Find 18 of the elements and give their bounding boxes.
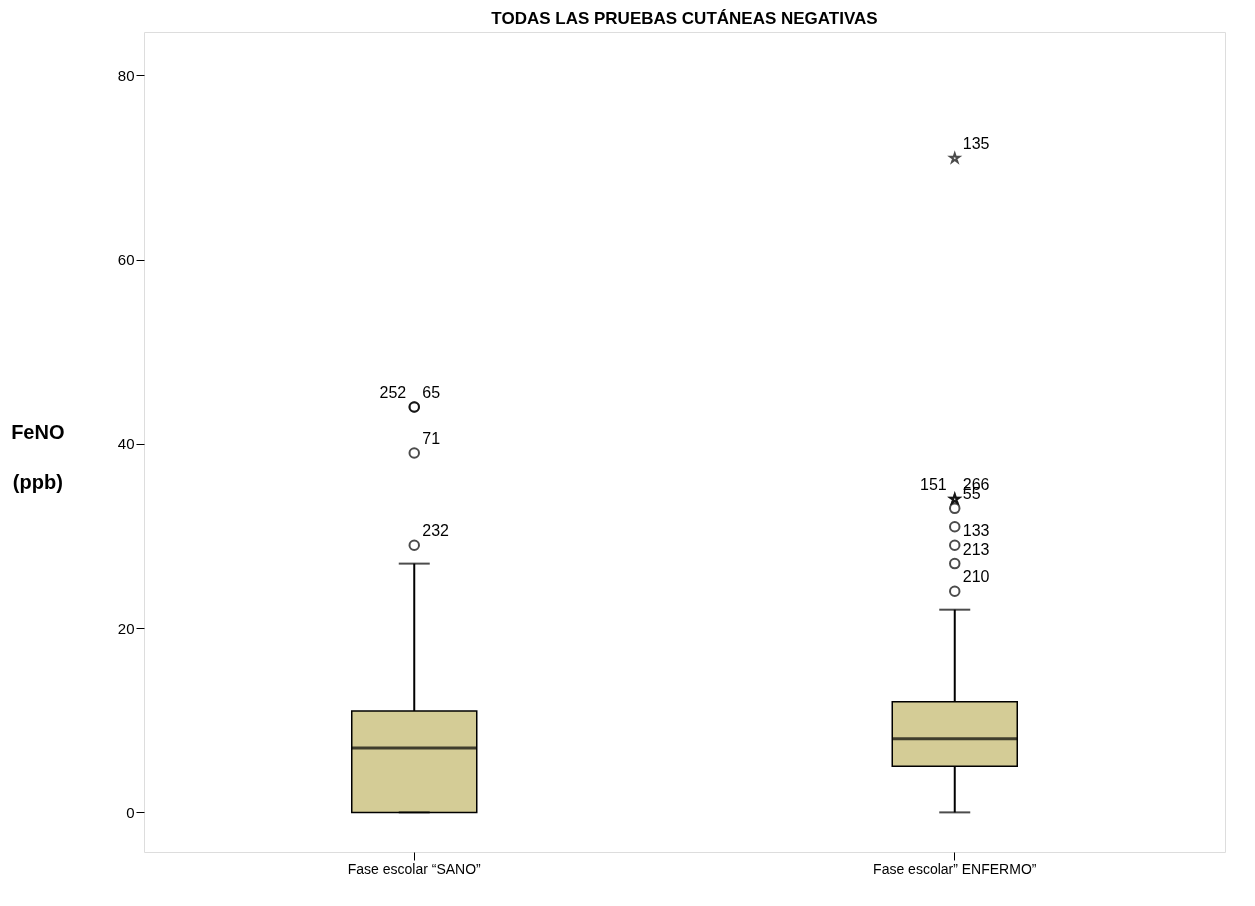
annotation: 65 <box>422 383 441 401</box>
text: FeNO (ppb) <box>11 420 65 493</box>
y-tick-label: 20 <box>117 619 135 637</box>
chart-title: TODAS LAS PRUEBAS CUTÁNEAS NEGATIVAS <box>491 9 878 28</box>
annotation: 252 <box>379 383 407 401</box>
annotation: 133 <box>962 522 990 540</box>
x-tick-label: Fase escolar “SANO” <box>347 860 482 877</box>
annotation: 151 <box>920 476 947 494</box>
y-tick-label: 0 <box>126 803 135 821</box>
y-tick-label: 80 <box>117 66 135 84</box>
y-tick-label: 60 <box>117 251 135 269</box>
x-tick-label: Fase escolar” ENFERMO” <box>873 860 1037 877</box>
annotation: 71 <box>422 430 441 448</box>
annotation: 232 <box>422 522 450 540</box>
y-tick-label: 40 <box>117 435 135 453</box>
annotation: 135 <box>962 135 990 153</box>
annotation: 213 <box>962 540 990 558</box>
annotation: 210 <box>962 568 990 586</box>
